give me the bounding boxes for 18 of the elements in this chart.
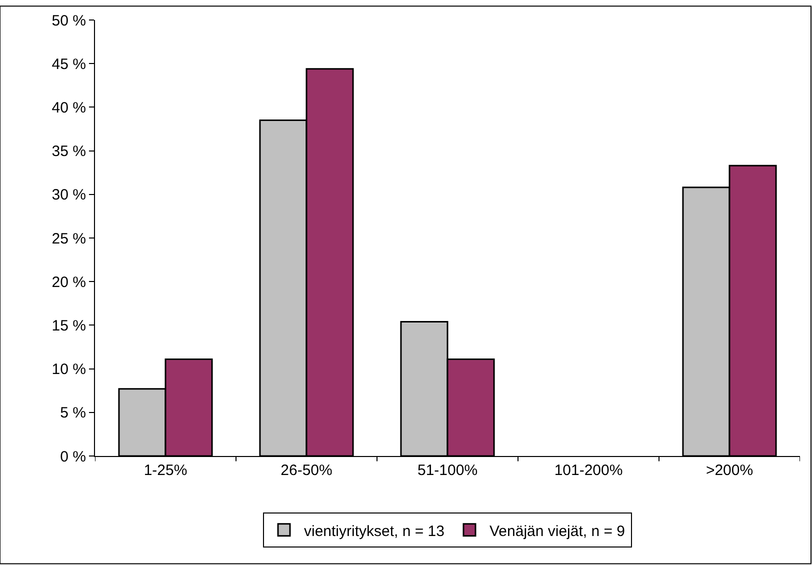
x-tick-label: 101-200% bbox=[554, 462, 623, 479]
y-tick-label: 5 % bbox=[60, 404, 86, 422]
y-tick-label: 45 % bbox=[52, 56, 86, 73]
y-tick-label: 40 % bbox=[52, 99, 86, 116]
y-tick-label: 10 % bbox=[52, 361, 86, 378]
y-tick-label: 50 % bbox=[52, 12, 86, 30]
y-tick-label: 0 % bbox=[60, 448, 86, 466]
legend-label: Venäjän viejät, n = 9 bbox=[489, 522, 626, 540]
x-tick-label: 1-25% bbox=[144, 462, 188, 479]
y-tick-label: 20 % bbox=[52, 274, 86, 291]
y-tick-label: 25 % bbox=[52, 230, 86, 248]
x-tick-label: >200% bbox=[706, 462, 754, 479]
y-tick-label: 15 % bbox=[52, 317, 86, 334]
legend-label: vientiyritykset, n = 13 bbox=[304, 522, 444, 540]
y-tick-label: 35 % bbox=[52, 143, 86, 160]
x-tick-label: 51-100% bbox=[417, 462, 478, 479]
y-tick-label: 30 % bbox=[52, 186, 86, 204]
x-tick-label: 26-50% bbox=[280, 462, 332, 479]
